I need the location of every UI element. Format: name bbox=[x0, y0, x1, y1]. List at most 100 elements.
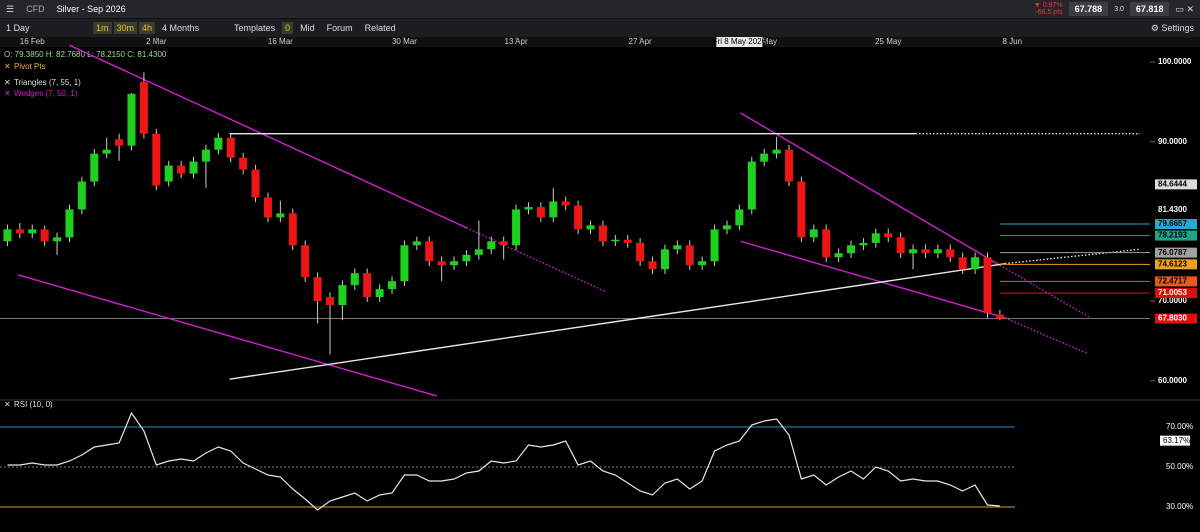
price-tag-bg bbox=[1155, 247, 1197, 258]
instrument-name[interactable]: Silver - Sep 2026 bbox=[56, 4, 126, 14]
rsi-title: RSI (10, 0) bbox=[14, 400, 53, 409]
crosshair-label: Fri 8 May 2026 bbox=[713, 37, 767, 46]
indicator-icon: ✕ bbox=[4, 62, 11, 71]
trend-line bbox=[999, 264, 1091, 319]
candle-body bbox=[760, 153, 769, 162]
candle-body bbox=[350, 273, 359, 286]
candle-body bbox=[995, 314, 1004, 319]
candle-body bbox=[77, 181, 86, 210]
quick-interval[interactable]: 4h bbox=[139, 22, 156, 34]
date-axis-band bbox=[0, 37, 1200, 47]
candle-body bbox=[512, 209, 521, 246]
y-tick-label: 90.0000 bbox=[1158, 137, 1187, 146]
rsi-tick-label: 50.00% bbox=[1166, 462, 1193, 471]
price-tag-bg bbox=[1155, 259, 1197, 270]
trend-line bbox=[466, 227, 606, 293]
window-icons[interactable]: ▭ ✕ bbox=[1175, 3, 1194, 14]
candle-body bbox=[214, 137, 223, 150]
price-tag: 78.2193 bbox=[1158, 231, 1187, 240]
candle-body bbox=[648, 261, 657, 270]
candle-body bbox=[499, 241, 508, 246]
candle-body bbox=[871, 233, 880, 243]
indicator-label: Triangles (7, 55, 1) bbox=[14, 78, 81, 87]
indicator-label: Wedges (7, 50, 1) bbox=[14, 89, 78, 98]
candle-body bbox=[859, 242, 868, 246]
candle-body bbox=[834, 253, 843, 258]
trend-line bbox=[17, 274, 437, 397]
candle-body bbox=[884, 233, 893, 238]
change: ▼ 0.97% -66.5 pts bbox=[1034, 2, 1063, 16]
candle-body bbox=[524, 207, 533, 210]
badge[interactable]: 0 bbox=[282, 22, 294, 34]
quick-interval[interactable]: 30m bbox=[113, 22, 138, 34]
forum[interactable]: Forum bbox=[326, 23, 353, 33]
interval[interactable]: 1 Day bbox=[6, 23, 30, 33]
candle-body bbox=[3, 229, 12, 242]
price-tag: 81.4300 bbox=[1158, 205, 1187, 214]
trend-line bbox=[1004, 317, 1089, 355]
trend-line bbox=[740, 112, 1001, 266]
indicator-label: Pivot Pts bbox=[14, 62, 46, 71]
candle-body bbox=[487, 241, 496, 250]
candle-body bbox=[673, 245, 682, 250]
candle-body bbox=[201, 149, 210, 162]
y-tick-label: 70.0000 bbox=[1158, 296, 1187, 305]
candle-body bbox=[325, 297, 334, 306]
price-tag-bg bbox=[1155, 179, 1197, 190]
price-tag: 74.6123 bbox=[1158, 259, 1187, 268]
candle-body bbox=[400, 245, 409, 282]
top-toolbar: ☰ CFD Silver - Sep 2026 ▼ 0.97% -66.5 pt… bbox=[0, 0, 1200, 19]
rsi-tag-bg bbox=[1160, 435, 1190, 446]
candle-body bbox=[549, 201, 558, 218]
candle-body bbox=[139, 81, 148, 134]
candle-body bbox=[462, 254, 471, 262]
price-tag-bg bbox=[1155, 204, 1197, 215]
rsi-tick-label: 70.00% bbox=[1166, 422, 1193, 431]
candle-body bbox=[388, 281, 397, 290]
rsi-line bbox=[7, 411, 1000, 511]
settings-label: Settings bbox=[1161, 22, 1194, 33]
range[interactable]: 4 Months bbox=[162, 23, 200, 33]
candle-body bbox=[276, 213, 285, 218]
spread: 3.0 bbox=[1114, 5, 1124, 13]
price-tag-bg bbox=[1155, 276, 1197, 287]
rsi-tick-label: 30.00% bbox=[1166, 502, 1193, 511]
price-tag-bg bbox=[1155, 313, 1197, 324]
candle-body bbox=[28, 229, 37, 234]
price-tag: 79.6657 bbox=[1158, 219, 1187, 228]
x-tick-label: 11 May bbox=[751, 37, 777, 46]
templates[interactable]: Templates bbox=[234, 23, 276, 33]
candle-body bbox=[53, 237, 62, 242]
candle-body bbox=[189, 161, 198, 174]
menu-icon[interactable]: ☰ bbox=[6, 3, 15, 14]
candle-body bbox=[115, 139, 124, 146]
change-pts: -66.5 pts bbox=[1035, 9, 1063, 16]
candle-body bbox=[611, 239, 620, 242]
ohlc-legend: O: 79.3850 H: 82.7680 L: 78.2150 C: 81.4… bbox=[4, 50, 167, 59]
candle-body bbox=[40, 229, 49, 242]
candle-body bbox=[288, 213, 297, 246]
candle-body bbox=[425, 241, 434, 262]
price-tag-bg bbox=[1155, 219, 1197, 230]
ask[interactable]: 67.818 bbox=[1129, 2, 1170, 16]
price-tag: 67.8030 bbox=[1158, 314, 1187, 323]
candle-body bbox=[450, 261, 459, 266]
candle-body bbox=[474, 249, 483, 255]
y-tick-label: 60.0000 bbox=[1158, 376, 1187, 385]
candle-body bbox=[772, 149, 781, 154]
price-tag-bg bbox=[1155, 288, 1197, 299]
candle-body bbox=[598, 225, 607, 242]
candle-body bbox=[933, 249, 942, 254]
settings[interactable]: ⚙ Settings bbox=[1150, 22, 1194, 33]
trend-line bbox=[1004, 248, 1141, 265]
price-mode[interactable]: Mid bbox=[300, 23, 315, 33]
quick-interval[interactable]: 1m bbox=[93, 22, 112, 34]
candle-body bbox=[177, 165, 186, 174]
related[interactable]: Related bbox=[364, 23, 396, 33]
candle-body bbox=[735, 209, 744, 226]
candle-body bbox=[983, 257, 992, 314]
candle-body bbox=[127, 93, 136, 146]
candle-body bbox=[301, 245, 310, 278]
bid[interactable]: 67.788 bbox=[1068, 2, 1109, 16]
trend-line bbox=[229, 262, 1005, 380]
